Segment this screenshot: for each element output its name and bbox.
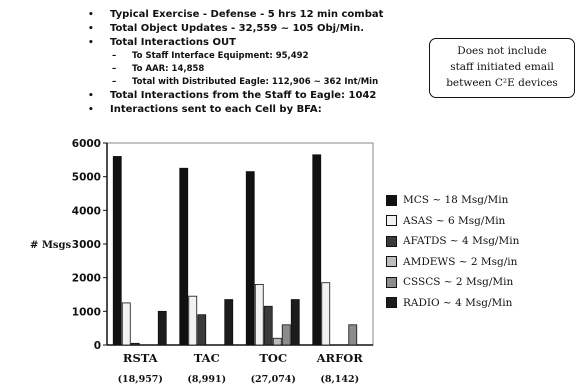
bar-toc-series-6: [290, 299, 300, 346]
legend-label: ASAS ~ 6 Msg/Min: [403, 214, 506, 227]
legend-label: CSSCS ~ 2 Msg/Min: [403, 276, 514, 289]
category-total-label: (8,142): [320, 374, 359, 385]
bullet-staff-to-eagle: Total Interactions from the Staff to Eag…: [88, 89, 448, 103]
legend-item: MCS ~ 18 Msg/Min: [386, 190, 576, 211]
bar-toc-series-2: [254, 283, 264, 346]
y-tick-label: 3000: [72, 239, 101, 251]
note-line-1: Does not include: [457, 45, 547, 57]
bar-tac-series-3: [197, 314, 207, 346]
bar-toc-series-1: [245, 171, 255, 346]
legend-item: AFATDS ~ 4 Msg/Min: [386, 231, 576, 252]
plot-frame: [106, 142, 374, 346]
bar-rsta-series-3: [130, 342, 140, 346]
bar-toc-series-4: [272, 337, 282, 346]
subbullet-aar: To AAR: 14,858: [88, 63, 448, 76]
legend-swatch: [386, 235, 397, 247]
category-total-label: (18,957): [118, 374, 163, 385]
callout-note: Does not include staff initiated email b…: [429, 38, 575, 98]
legend-item: CSSCS ~ 2 Msg/Min: [386, 272, 576, 293]
legend-label: AMDEWS ~ 2 Msg/in: [403, 255, 518, 268]
legend-item: RADIO ~ 4 Msg/Min: [386, 293, 576, 314]
summary-bullets: Typical Exercise - Defense - 5 hrs 12 mi…: [88, 8, 448, 117]
bar-rsta-series-6: [157, 310, 167, 346]
legend-item: AMDEWS ~ 2 Msg/in: [386, 252, 576, 273]
bar-arfor-series-1: [312, 154, 322, 346]
legend-label: AFATDS ~ 4 Msg/Min: [403, 235, 520, 248]
bullet-exercise: Typical Exercise - Defense - 5 hrs 12 mi…: [88, 8, 448, 22]
category-label: TAC: [194, 351, 220, 365]
y-tick-label: 2000: [72, 273, 101, 285]
note-line-2: staff initiated email: [450, 61, 554, 73]
bar-toc-series-3: [263, 305, 273, 346]
bullet-object-updates: Total Object Updates - 32,559 ~ 105 Obj/…: [88, 22, 448, 36]
category-total-label: (27,074): [251, 374, 296, 385]
legend-swatch: [386, 194, 397, 206]
category-label: TOC: [259, 351, 287, 365]
category-total-label: (8,991): [187, 374, 226, 385]
legend-swatch: [386, 215, 397, 227]
legend-swatch: [386, 276, 397, 288]
legend-swatch: [386, 297, 397, 309]
legend-label: MCS ~ 18 Msg/Min: [403, 194, 509, 207]
bar-toc-series-5: [281, 324, 291, 346]
category-label: RSTA: [123, 351, 159, 365]
bar-tac-series-1: [179, 167, 189, 346]
bar-rsta-series-1: [112, 156, 122, 346]
y-axis-label: # Msgs: [30, 240, 72, 251]
bar-rsta-series-2: [121, 302, 131, 346]
bar-tac-series-6: [224, 299, 234, 346]
y-tick-label: 1000: [72, 306, 101, 318]
bullet-cell-interactions: Interactions sent to each Cell by BFA:: [88, 103, 448, 117]
subbullet-staff-interface: To Staff Interface Equipment: 95,492: [88, 50, 448, 63]
y-tick-label: 6000: [72, 138, 101, 150]
y-tick-label: 0: [94, 340, 101, 352]
legend-swatch: [386, 256, 397, 268]
chart-legend: MCS ~ 18 Msg/Min ASAS ~ 6 Msg/Min AFATDS ~…: [386, 190, 576, 313]
subbullet-distributed-eagle: Total with Distributed Eagle: 112,906 ~ …: [88, 76, 448, 89]
y-tick-label: 5000: [72, 172, 101, 184]
y-tick-label: 4000: [72, 205, 101, 217]
legend-label: RADIO ~ 4 Msg/Min: [403, 296, 513, 309]
legend-item: ASAS ~ 6 Msg/Min: [386, 211, 576, 232]
bar-arfor-series-5: [348, 324, 358, 346]
category-label: ARFOR: [316, 351, 364, 365]
bullet-interactions-out: Total Interactions OUT: [88, 36, 448, 50]
bar-arfor-series-2: [321, 282, 331, 346]
bar-tac-series-2: [188, 295, 198, 346]
note-line-3: between C²E devices: [446, 77, 558, 89]
